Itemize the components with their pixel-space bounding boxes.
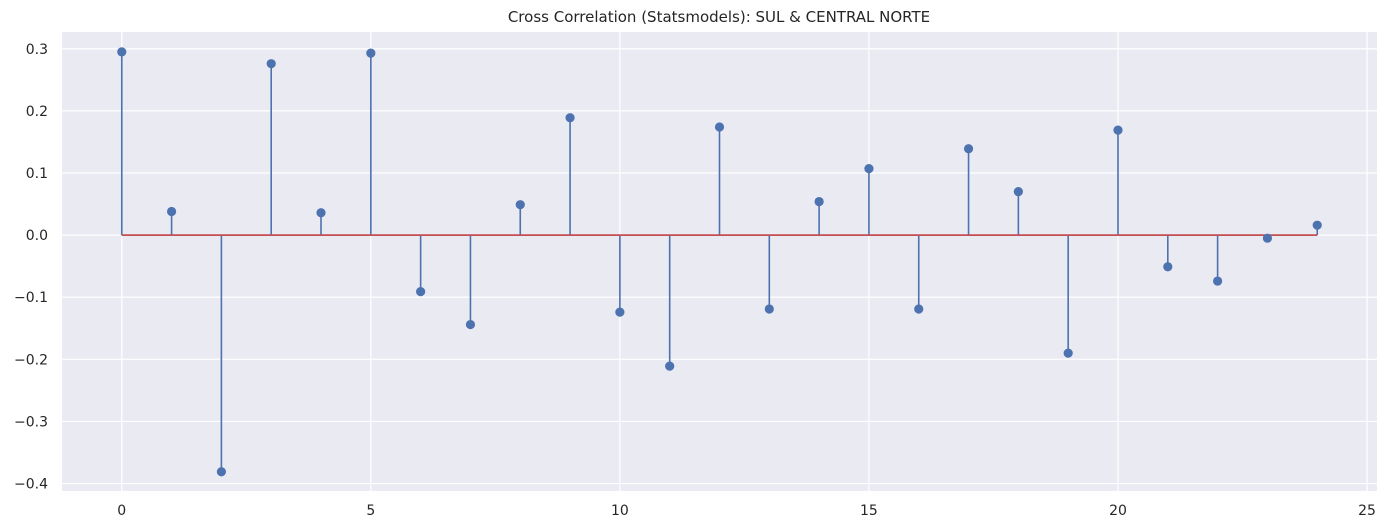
stem-markers bbox=[117, 47, 1322, 477]
stem-marker bbox=[914, 304, 924, 314]
y-tick-label: 0.1 bbox=[26, 166, 48, 182]
stem-marker bbox=[1312, 220, 1322, 230]
stem-marker bbox=[1262, 233, 1273, 243]
stem-marker bbox=[117, 47, 127, 57]
x-tick-label: 25 bbox=[1358, 503, 1376, 519]
y-tick-label: 0.2 bbox=[26, 104, 48, 120]
y-tick-labels: −0.4 −0.3 −0.2 −0.1 0.0 0.1 0.2 0.3 bbox=[14, 42, 48, 493]
stem-marker bbox=[166, 206, 177, 217]
stem-marker bbox=[665, 361, 675, 371]
stem-marker bbox=[764, 304, 774, 314]
x-tick-label: 10 bbox=[611, 503, 629, 519]
x-tick-labels: 0 5 10 15 20 25 bbox=[117, 503, 1376, 519]
x-tick-label: 15 bbox=[860, 503, 878, 519]
stem-marker bbox=[565, 113, 575, 123]
stem-marker bbox=[216, 467, 226, 477]
plot-area bbox=[62, 32, 1377, 491]
stem-marker bbox=[1163, 262, 1173, 272]
x-tick-label: 0 bbox=[117, 503, 126, 519]
stem-marker bbox=[366, 48, 376, 58]
chart-title: Cross Correlation (Statsmodels): SUL & C… bbox=[508, 8, 930, 26]
stem-marker bbox=[1213, 276, 1223, 286]
stem-marker bbox=[963, 144, 974, 154]
stem-marker bbox=[416, 287, 426, 297]
stem-marker bbox=[266, 59, 276, 69]
y-tick-label: −0.4 bbox=[14, 477, 48, 493]
y-tick-label: −0.3 bbox=[14, 414, 48, 430]
x-tick-label: 5 bbox=[366, 503, 375, 519]
stem-marker bbox=[714, 122, 725, 132]
stem-marker bbox=[814, 196, 824, 207]
stem-marker bbox=[1063, 348, 1073, 358]
stem-marker bbox=[316, 208, 326, 218]
stem-marker bbox=[465, 319, 476, 330]
x-tick-label: 20 bbox=[1109, 503, 1127, 519]
y-tick-label: −0.2 bbox=[14, 352, 48, 368]
stem-marker bbox=[1013, 187, 1023, 197]
stem-marker bbox=[615, 307, 625, 317]
y-tick-label: 0.0 bbox=[26, 228, 48, 244]
stem-marker bbox=[864, 164, 874, 174]
stem-marker bbox=[515, 200, 525, 210]
y-tick-label: −0.1 bbox=[14, 290, 48, 306]
y-tick-label: 0.3 bbox=[26, 42, 48, 58]
stem-marker bbox=[1113, 125, 1123, 135]
